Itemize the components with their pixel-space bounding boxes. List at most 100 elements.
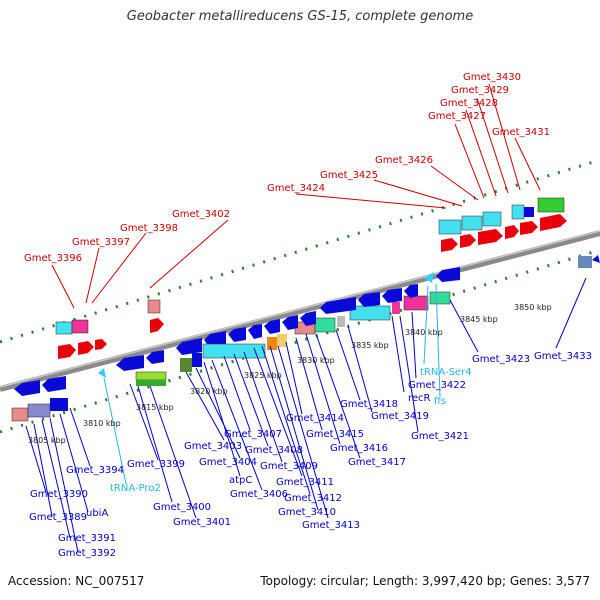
reverse-strand-features: [11, 255, 600, 422]
gene-label: Gmet_3398: [120, 223, 178, 234]
gene-box: [50, 398, 68, 411]
gene-label: Gmet_3401: [173, 517, 231, 528]
forward-strand-features: [55, 197, 567, 359]
gene-label: Gmet_3391: [58, 533, 116, 544]
scale-label: 3815 kbp: [136, 403, 174, 412]
gene-label: Gmet_3404: [199, 457, 257, 468]
bottom-labels: Gmet_3394 Gmet_3390 Gmet_3389 ubiA Gmet_…: [29, 351, 592, 559]
gene-box: [337, 316, 345, 327]
scale-label: 3820 kbp: [190, 387, 228, 396]
gene-arrow: [540, 214, 567, 231]
gene-box: [71, 319, 89, 334]
gene-label: Gmet_3412: [284, 493, 342, 504]
gene-arrow: [505, 225, 519, 239]
gene-label: Gmet_3406: [230, 489, 288, 500]
gene-label: Gmet_3415: [306, 429, 364, 440]
genome-backbone: [0, 230, 600, 392]
gene-arrow: [146, 350, 164, 364]
gene-label: Gmet_3424: [267, 183, 325, 194]
gene-arrow: [520, 221, 538, 235]
gene-label: Gmet_3400: [153, 502, 211, 513]
scale-label: 3835 kbp: [351, 341, 389, 350]
gene-arrow: [436, 267, 460, 282]
gene-label: Gmet_3429: [451, 85, 509, 96]
gene-label: ubiA: [86, 508, 108, 519]
gene-box: [482, 211, 502, 227]
gene-label: Gmet_3419: [371, 411, 429, 422]
scale-label: 3810 kbp: [83, 419, 121, 428]
gene-arrow: [300, 311, 316, 326]
gene-label: Gmet_3413: [302, 520, 360, 531]
gene-arrow: [150, 318, 164, 333]
top-label-connectors: [51, 83, 541, 309]
gene-label: Gmet_3407: [224, 429, 282, 440]
gene-label: Gmet_3431: [492, 127, 550, 138]
gene-box: [537, 197, 565, 213]
gene-arrow: [441, 238, 458, 252]
gene-label: Gmet_3397: [72, 237, 130, 248]
accession-text: Accession: NC_007517: [8, 574, 145, 588]
map-title: Geobacter metallireducens GS-15, complet…: [126, 9, 474, 24]
scale-labels: 3805 kbp 3810 kbp 3815 kbp 3820 kbp 3825…: [28, 303, 552, 445]
scale-label: 3830 kbp: [297, 356, 335, 365]
gene-arrow: [14, 380, 40, 396]
gene-label: Gmet_3392: [58, 548, 116, 559]
gene-box: [180, 358, 192, 372]
gene-box: [277, 334, 287, 347]
gene-arrow: [282, 315, 298, 330]
gene-box: [55, 321, 73, 335]
gene-box: [403, 295, 429, 311]
gene-arrow: [248, 324, 262, 339]
gene-label: Gmet_3403: [184, 441, 242, 452]
gene-label: Gmet_3416: [330, 443, 388, 454]
rna-label: tRNA-Pro2: [110, 483, 161, 494]
gene-box: [429, 291, 451, 305]
scale-label: 3825 kbp: [244, 371, 282, 380]
gene-arrow: [228, 327, 246, 342]
gene-arrow: [424, 272, 434, 283]
scale-label: 3845 kbp: [460, 315, 498, 324]
gene-label: Gmet_3417: [348, 457, 406, 468]
gene-label: Gmet_3410: [278, 507, 336, 518]
gene-box: [267, 337, 277, 350]
gene-label: Gmet_3428: [440, 98, 498, 109]
rna-label: ffs: [434, 396, 446, 407]
scale-label: 3840 kbp: [405, 328, 443, 337]
gene-box: [192, 353, 202, 367]
gene-label: Gmet_3426: [375, 155, 433, 166]
gene-label: Gmet_3402: [172, 209, 230, 220]
gene-box: [11, 407, 29, 422]
gene-arrow: [460, 234, 476, 248]
bottom-label-connectors: [25, 277, 587, 553]
gene-label: Gmet_3409: [260, 461, 318, 472]
gene-arrow: [42, 376, 66, 392]
gene-label: Gmet_3414: [286, 413, 344, 424]
gene-arrow: [358, 292, 380, 307]
gene-label: Gmet_3389: [29, 512, 87, 523]
rna-label: tRNA-Ser4: [420, 367, 472, 378]
gene-arrow: [264, 319, 280, 334]
gene-arrow: [320, 297, 356, 314]
gene-arrow: [95, 339, 107, 350]
gene-label: Gmet_3425: [320, 170, 378, 181]
gene-label: Gmet_3408: [245, 445, 303, 456]
gene-arrow: [176, 338, 202, 355]
gene-label: Gmet_3390: [30, 489, 88, 500]
gene-arrow: [98, 368, 106, 378]
gene-arrow: [404, 284, 418, 298]
gene-box: [147, 299, 161, 314]
gene-label: atpC: [229, 475, 252, 486]
scale-label: 3850 kbp: [514, 303, 552, 312]
gene-box: [136, 380, 166, 386]
gene-box: [511, 204, 525, 220]
gene-box: [135, 371, 167, 381]
gene-arrow: [58, 344, 76, 359]
gene-box: [461, 215, 483, 231]
gene-box: [392, 302, 400, 314]
gene-label: Gmet_3421: [411, 431, 469, 442]
gene-label: Gmet_3427: [428, 111, 486, 122]
gene-label: recR: [408, 393, 431, 404]
gene-box: [524, 207, 534, 217]
gene-label: Gmet_3422: [408, 380, 466, 391]
